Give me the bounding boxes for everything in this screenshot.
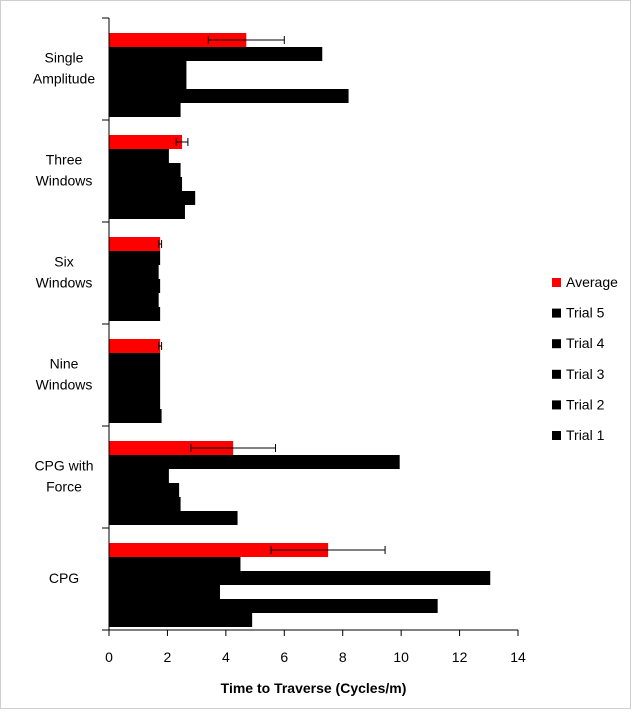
bar bbox=[109, 103, 181, 117]
legend-swatch bbox=[552, 339, 561, 349]
bar bbox=[109, 149, 169, 163]
category-label: Six bbox=[54, 254, 73, 270]
bar bbox=[109, 455, 400, 469]
legend-label: Trial 5 bbox=[566, 305, 605, 321]
legend-label: Average bbox=[566, 274, 618, 290]
legend: Average Trial 5 Trial 4 Trial 3 Trial 2 Trial… bbox=[552, 274, 618, 443]
category-label: Nine bbox=[50, 356, 79, 372]
bar bbox=[109, 191, 196, 205]
axes-group bbox=[102, 17, 519, 636]
bar bbox=[109, 205, 185, 219]
legend-swatch bbox=[552, 308, 561, 318]
category-label: Amplitude bbox=[33, 71, 95, 87]
bar bbox=[109, 33, 247, 47]
bar bbox=[109, 353, 161, 367]
x-tick-label: 2 bbox=[164, 649, 172, 665]
bar bbox=[109, 135, 183, 149]
category-label: Three bbox=[46, 152, 83, 168]
bar bbox=[109, 237, 161, 251]
bars-group bbox=[109, 33, 491, 627]
bar bbox=[109, 599, 438, 613]
x-tick-label: 4 bbox=[222, 649, 230, 665]
bar bbox=[109, 469, 169, 483]
bar bbox=[109, 441, 234, 455]
bar bbox=[109, 163, 181, 177]
bar bbox=[109, 339, 161, 353]
legend-label: Trial 4 bbox=[566, 335, 605, 351]
bar bbox=[109, 47, 323, 61]
bar bbox=[109, 409, 162, 423]
error-bars-group bbox=[158, 36, 386, 554]
category-label: Windows bbox=[36, 377, 93, 393]
bar bbox=[109, 251, 161, 265]
bar bbox=[109, 75, 187, 89]
bar bbox=[109, 265, 159, 279]
category-label: Single bbox=[45, 50, 84, 66]
bar bbox=[109, 307, 161, 321]
bar bbox=[109, 511, 238, 525]
legend-swatch bbox=[552, 369, 561, 379]
bar bbox=[109, 543, 329, 557]
bar bbox=[109, 483, 180, 497]
bar bbox=[109, 395, 161, 409]
bar bbox=[109, 367, 161, 381]
category-label: Windows bbox=[36, 173, 93, 189]
x-tick-label: 8 bbox=[339, 649, 347, 665]
category-labels-group: Single Amplitude Three Windows Six Windows Nin… bbox=[33, 50, 95, 587]
legend-swatch bbox=[552, 278, 561, 287]
bar bbox=[109, 497, 181, 511]
x-tick-label: 6 bbox=[280, 649, 288, 665]
legend-label: Trial 3 bbox=[566, 366, 605, 382]
x-axis-title: Time to Traverse (Cycles/m) bbox=[221, 680, 407, 696]
legend-swatch bbox=[552, 400, 561, 410]
category-label: Windows bbox=[36, 275, 93, 291]
bar bbox=[109, 571, 491, 585]
x-tick-label: 0 bbox=[105, 649, 113, 665]
bar bbox=[109, 279, 161, 293]
bar bbox=[109, 585, 221, 599]
category-label: Force bbox=[46, 479, 82, 495]
bar bbox=[109, 61, 187, 75]
legend-swatch bbox=[552, 431, 561, 440]
legend-label: Trial 1 bbox=[566, 427, 605, 443]
legend-label: Trial 2 bbox=[566, 396, 605, 412]
x-tick-labels-group: 0 2 4 6 8 10 12 14 bbox=[105, 649, 526, 665]
bar bbox=[109, 381, 161, 395]
bar bbox=[109, 613, 253, 627]
category-label: CPG with bbox=[34, 458, 93, 474]
bar bbox=[109, 557, 241, 571]
x-tick-label: 10 bbox=[393, 649, 409, 665]
x-tick-label: 14 bbox=[510, 649, 526, 665]
x-tick-label: 12 bbox=[452, 649, 468, 665]
bar bbox=[109, 293, 159, 307]
bar bbox=[109, 89, 349, 103]
category-label: CPG bbox=[49, 570, 79, 586]
bar bbox=[109, 177, 183, 191]
